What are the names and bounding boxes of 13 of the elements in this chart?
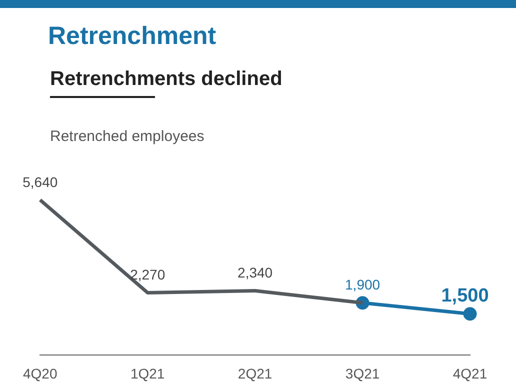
y-axis-title: Retrenched employees (50, 128, 204, 145)
chart-title: Retrenchment (48, 22, 216, 51)
x-tick-label: 2Q21 (238, 365, 272, 382)
chart-subtitle: Retrenchments declined (50, 68, 282, 91)
data-label: 5,640 (22, 174, 58, 190)
x-tick-label: 3Q21 (345, 365, 380, 382)
x-tick-label: 4Q21 (452, 365, 488, 382)
x-tick-label: 1Q21 (130, 365, 165, 382)
data-label: 2,270 (130, 266, 166, 283)
data-label: 2,340 (238, 264, 273, 281)
data-label: 1,500 (441, 286, 489, 307)
x-tick-label: 4Q20 (23, 365, 58, 382)
data-label: 1,900 (345, 276, 380, 293)
